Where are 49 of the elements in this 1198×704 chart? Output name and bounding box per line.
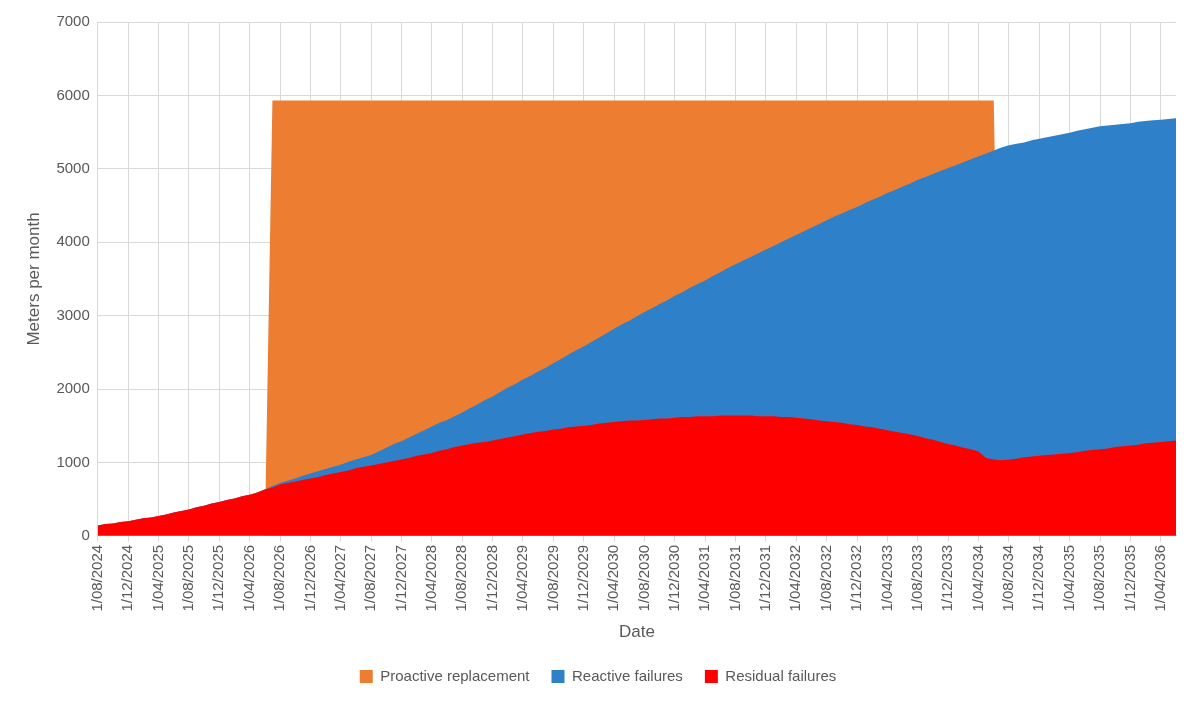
legend-label: Reactive failures xyxy=(571,666,683,684)
x-tick-label: 1/08/2030 xyxy=(634,544,652,612)
x-axis-title: Date xyxy=(618,622,655,642)
x-tick-label: 1/08/2027 xyxy=(361,544,379,612)
x-tick-label: 1/08/2034 xyxy=(999,544,1017,612)
x-tick-label: 1/08/2033 xyxy=(907,544,925,612)
y-tick-label: 3000 xyxy=(56,305,90,323)
x-tick-label: 1/04/2034 xyxy=(968,544,986,612)
x-tick-label: 1/04/2025 xyxy=(148,544,166,612)
x-tick-label: 1/12/2025 xyxy=(209,544,227,612)
x-tick-label: 1/08/2025 xyxy=(179,544,197,612)
x-tick-label: 1/08/2026 xyxy=(270,544,288,612)
x-tick-label: 1/08/2032 xyxy=(816,544,834,612)
x-tick-label: 1/04/2030 xyxy=(604,544,622,612)
x-tick-label: 1/12/2034 xyxy=(1029,544,1047,612)
x-tick-label: 1/08/2028 xyxy=(452,544,470,612)
x-tick-label: 1/12/2028 xyxy=(482,544,500,612)
x-tick-label: 1/08/2035 xyxy=(1090,544,1108,612)
x-tick-label: 1/12/2031 xyxy=(756,544,774,612)
x-tick-label: 1/04/2032 xyxy=(786,544,804,612)
x-tick-label: 1/12/2032 xyxy=(847,544,865,612)
x-tick-label: 1/08/2024 xyxy=(87,544,105,612)
x-tick-label: 1/12/2027 xyxy=(391,544,409,612)
x-tick-label: 1/12/2024 xyxy=(118,544,136,612)
x-tick-label: 1/04/2027 xyxy=(330,544,348,612)
y-tick-label: 0 xyxy=(81,526,90,544)
x-tick-label: 1/04/2029 xyxy=(513,544,531,612)
x-tick-label: 1/04/2028 xyxy=(422,544,440,612)
x-tick-label: 1/04/2026 xyxy=(239,544,257,612)
x-tick-label: 1/12/2033 xyxy=(938,544,956,612)
x-tick-label: 1/04/2035 xyxy=(1059,544,1077,612)
legend-label: Proactive replacement xyxy=(380,666,531,684)
x-tick-label: 1/12/2030 xyxy=(664,544,682,612)
x-tick-label: 1/04/2036 xyxy=(1150,544,1168,612)
x-tick-label: 1/12/2029 xyxy=(573,544,591,612)
y-tick-label: 2000 xyxy=(56,379,90,397)
legend-label: Residual failures xyxy=(725,666,837,684)
y-tick-label: 5000 xyxy=(56,158,90,176)
x-tick-label: 1/08/2029 xyxy=(543,544,561,612)
y-tick-label: 6000 xyxy=(56,85,90,103)
y-tick-label: 4000 xyxy=(56,232,90,250)
y-tick-label: 1000 xyxy=(56,452,90,470)
x-tick-label: 1/12/2035 xyxy=(1120,544,1138,612)
x-tick-label: 1/04/2031 xyxy=(695,544,713,612)
x-tick-label: 1/04/2033 xyxy=(877,544,895,612)
x-tick-label: 1/08/2031 xyxy=(725,544,743,612)
y-axis-title: Meters per month xyxy=(23,212,43,346)
x-tick-label: 1/12/2026 xyxy=(300,544,318,612)
y-tick-label: 7000 xyxy=(56,12,90,30)
